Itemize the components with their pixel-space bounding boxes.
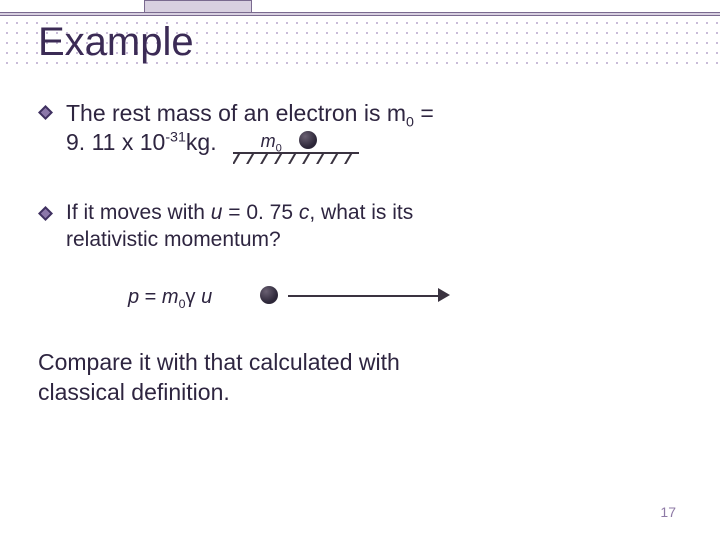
f-m: m — [162, 286, 179, 308]
hatch-mark — [315, 152, 325, 164]
motion-diagram — [260, 282, 460, 312]
mass-m: m — [261, 131, 276, 151]
ground-hatching — [233, 152, 359, 164]
hatch-mark — [245, 152, 255, 164]
bullet1-line1: The rest mass of an electron is m0 = — [66, 99, 678, 128]
particle-icon — [299, 131, 317, 149]
f-gamma: γ — [186, 286, 196, 308]
b2-p1: If it moves with — [66, 201, 211, 224]
b1-l1-p1: The rest mass of an electron is m — [66, 100, 406, 126]
b2-p3: , what is its — [309, 201, 413, 224]
bullet2-line2: relativistic momentum? — [66, 227, 678, 254]
arrow-right-icon — [438, 288, 450, 302]
bullet-rest-mass: The rest mass of an electron is m0 = 9. … — [66, 99, 678, 172]
f-u: u — [201, 286, 212, 308]
slide-number: 17 — [660, 504, 676, 520]
hatch-mark — [343, 152, 353, 164]
diamond-bullet-icon — [38, 105, 53, 120]
compare-text: Compare it with that calculated with cla… — [38, 348, 678, 407]
compare-line1: Compare it with that calculated with — [38, 348, 678, 377]
top-tab-decor — [144, 0, 252, 12]
b1-l1-p2: = — [414, 100, 434, 126]
momentum-formula: p = m0γ u — [128, 286, 212, 309]
hatch-mark — [273, 152, 283, 164]
b2-p2: = 0. 75 — [222, 201, 298, 224]
bullet-momentum: If it moves with u = 0. 75 c, what is it… — [66, 200, 678, 254]
hatch-mark — [329, 152, 339, 164]
hatch-mark — [259, 152, 269, 164]
bullet2-line1: If it moves with u = 0. 75 c, what is it… — [66, 200, 678, 227]
mass-label: m0 — [261, 130, 282, 153]
f-eq: = — [139, 286, 162, 308]
hatch-mark — [233, 152, 241, 164]
f-zero: 0 — [179, 297, 186, 311]
diamond-bullet-icon — [38, 206, 53, 221]
f-p: p — [128, 286, 139, 308]
slide-content: Example The rest mass of an electron is … — [38, 20, 678, 520]
formula-row: p = m0γ u — [128, 282, 678, 312]
hatch-mark — [287, 152, 297, 164]
b1-l2-p2: kg. — [186, 129, 217, 155]
particle-icon — [260, 286, 278, 304]
hatch-mark — [301, 152, 311, 164]
b2-c: c — [299, 201, 310, 224]
b1-l2-sup: -31 — [165, 130, 186, 146]
slide-title: Example — [38, 20, 678, 65]
b1-l2-p1: 9. 11 x 10 — [66, 129, 165, 155]
b2-u: u — [211, 201, 223, 224]
compare-line2: classical definition. — [38, 378, 678, 407]
motion-line — [288, 295, 440, 297]
b1-l1-sub: 0 — [406, 115, 414, 131]
rest-mass-diagram: m0 — [223, 128, 369, 172]
bullet1-line2: 9. 11 x 10-31kg. m0 — [66, 128, 678, 172]
